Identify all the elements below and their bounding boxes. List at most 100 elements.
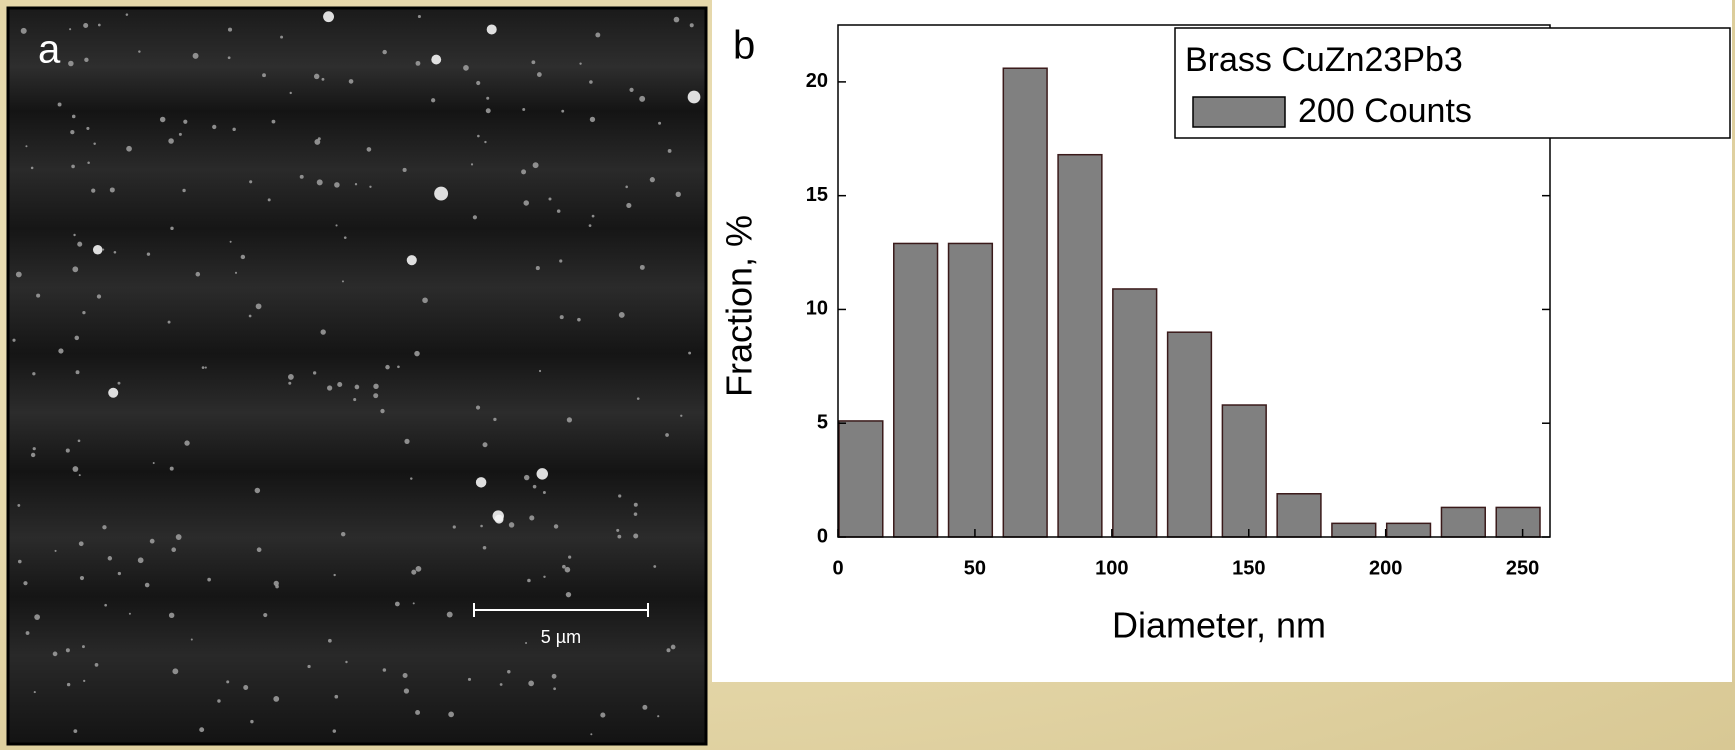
particle xyxy=(255,303,262,310)
x-tick-label: 0 xyxy=(832,557,843,579)
afm-image xyxy=(6,6,708,746)
particle xyxy=(79,575,85,581)
particle xyxy=(65,448,70,453)
particle xyxy=(212,124,217,130)
particle xyxy=(617,534,622,539)
particle xyxy=(431,98,436,103)
particle xyxy=(470,163,474,166)
particle xyxy=(159,116,166,123)
particle xyxy=(373,393,379,399)
particle xyxy=(472,215,478,220)
particle xyxy=(332,729,337,733)
particle xyxy=(152,462,155,465)
particle xyxy=(431,54,442,65)
particle xyxy=(83,679,86,683)
particle xyxy=(195,271,201,277)
particle xyxy=(337,381,343,388)
particle xyxy=(167,320,171,324)
particle xyxy=(335,224,338,227)
particle xyxy=(316,179,323,186)
particle xyxy=(528,680,534,687)
particle xyxy=(403,688,410,694)
particle xyxy=(168,138,174,144)
particle xyxy=(71,164,75,169)
particle xyxy=(262,73,266,78)
particle xyxy=(17,504,21,507)
particle xyxy=(334,694,339,699)
particle xyxy=(527,578,531,583)
particle xyxy=(345,660,348,664)
particle xyxy=(234,271,238,274)
particle xyxy=(109,187,115,193)
particle xyxy=(448,711,454,718)
particle xyxy=(256,547,262,553)
particle xyxy=(532,162,539,169)
particle xyxy=(649,177,655,183)
particle xyxy=(248,314,252,318)
particle xyxy=(475,405,481,410)
particle xyxy=(104,603,107,607)
particle xyxy=(366,147,372,152)
particle xyxy=(249,180,253,184)
scale-bar-label: 5 µm xyxy=(541,627,581,647)
particle xyxy=(600,712,606,718)
particle xyxy=(313,73,320,80)
particle xyxy=(280,35,284,39)
particle xyxy=(579,62,582,65)
x-tick-label: 250 xyxy=(1506,557,1539,579)
particle xyxy=(15,271,22,278)
particle xyxy=(566,417,573,423)
x-tick-label: 150 xyxy=(1232,557,1265,579)
particle xyxy=(553,687,556,691)
particle xyxy=(397,365,400,369)
particle xyxy=(25,631,30,635)
particle xyxy=(201,366,205,369)
particle xyxy=(588,224,592,227)
particle xyxy=(93,142,96,146)
particle xyxy=(323,11,335,23)
particle xyxy=(482,442,488,448)
particle xyxy=(94,663,99,667)
particle xyxy=(328,638,332,643)
particle xyxy=(673,16,680,23)
particle xyxy=(78,541,84,547)
particle xyxy=(66,682,71,687)
particle xyxy=(30,452,36,458)
particle xyxy=(564,566,571,573)
bar xyxy=(947,242,994,538)
y-axis-label: Fraction, % xyxy=(719,215,760,397)
particle xyxy=(417,14,421,19)
particle xyxy=(75,370,80,375)
particle xyxy=(12,338,16,342)
particle xyxy=(591,214,595,218)
particle xyxy=(96,294,102,299)
particle xyxy=(577,317,581,322)
particle xyxy=(229,240,232,243)
particle xyxy=(17,559,22,564)
bar xyxy=(893,242,939,538)
particle xyxy=(178,132,182,136)
particle xyxy=(52,651,58,657)
bar xyxy=(1221,404,1267,538)
particle xyxy=(657,715,660,718)
particle xyxy=(551,673,557,679)
particle xyxy=(25,145,28,148)
particle xyxy=(538,369,542,373)
particle xyxy=(97,23,101,27)
particle xyxy=(57,102,62,107)
particle xyxy=(126,145,132,152)
particle xyxy=(182,188,186,193)
particle xyxy=(54,549,57,552)
particle xyxy=(232,127,236,132)
particle xyxy=(217,699,221,703)
particle xyxy=(87,161,90,164)
particle xyxy=(369,185,372,188)
particle xyxy=(639,95,646,102)
bar xyxy=(1385,522,1432,538)
particle xyxy=(58,348,64,354)
particle xyxy=(382,49,387,55)
particle xyxy=(667,149,672,153)
particle xyxy=(334,182,340,188)
panel-label: a xyxy=(38,28,61,72)
particle xyxy=(434,186,449,201)
